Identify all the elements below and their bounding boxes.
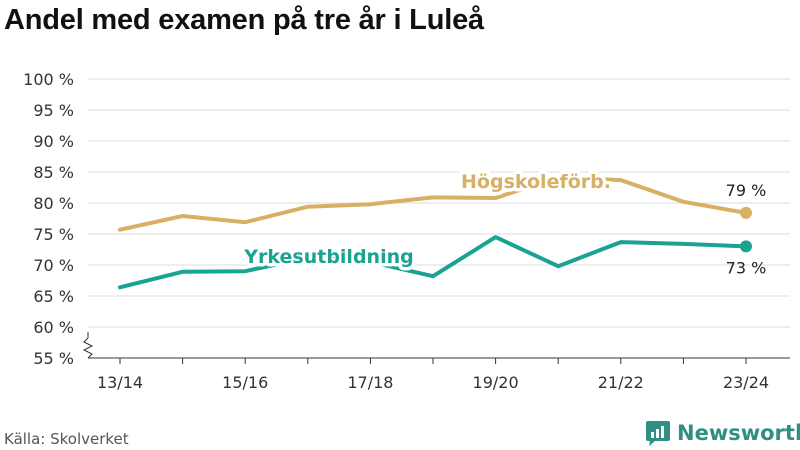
x-tick-label: 23/24 [723, 373, 769, 392]
y-tick-label: 80 % [33, 194, 74, 213]
series-name-label: Yrkesutbildning [243, 246, 413, 268]
y-tick-label: 60 % [33, 318, 74, 337]
chart-title: Andel med examen på tre år i Luleå [4, 4, 484, 36]
y-tick-label: 70 % [33, 256, 74, 275]
x-tick-label: 19/20 [473, 373, 519, 392]
x-tick-label: 15/16 [222, 373, 268, 392]
y-tick-label: 90 % [33, 132, 74, 151]
series-line [118, 235, 748, 290]
y-tick-label: 100 % [23, 70, 74, 89]
brand-logo[interactable]: Newsworthy [645, 419, 800, 447]
y-tick-label: 95 % [33, 101, 74, 120]
y-tick-label: 85 % [33, 163, 74, 182]
series-name-label: Högskoleförb. [461, 171, 611, 193]
x-tick-label: 13/14 [97, 373, 143, 392]
x-tick-label: 21/22 [598, 373, 644, 392]
series-line [118, 175, 748, 232]
series-end-label: 73 % [726, 258, 767, 277]
series-name-halo: Högskoleförb. [461, 171, 611, 193]
y-tick-label: 55 % [33, 349, 74, 368]
brand-name: Newsworthy [677, 421, 800, 445]
y-tick-label: 65 % [33, 287, 74, 306]
axis-break-icon [82, 337, 94, 359]
series-end-label: 79 % [726, 181, 767, 200]
newsworthy-logo-icon [646, 421, 670, 446]
y-axis-ticks: 55 % 60 % 65 % 70 % 75 % 80 % 85 % 90 % 95 % 100 … [23, 70, 74, 368]
series-end-point [740, 240, 752, 253]
y-tick-label: 75 % [33, 225, 74, 244]
series-lines [118, 175, 752, 290]
source-note: Källa: Skolverket [4, 430, 129, 448]
x-tick-label: 17/18 [347, 373, 393, 392]
gridlines [88, 78, 790, 328]
series-end-point [740, 206, 752, 219]
series-name-halo: Yrkesutbildning [243, 246, 413, 268]
x-axis: 13/14 15/16 17/18 19/20 21/22 23/24 [82, 332, 790, 392]
series-labels: Högskoleförb.Högskoleförb. 79 %Yrkesutbil… [240, 168, 767, 278]
